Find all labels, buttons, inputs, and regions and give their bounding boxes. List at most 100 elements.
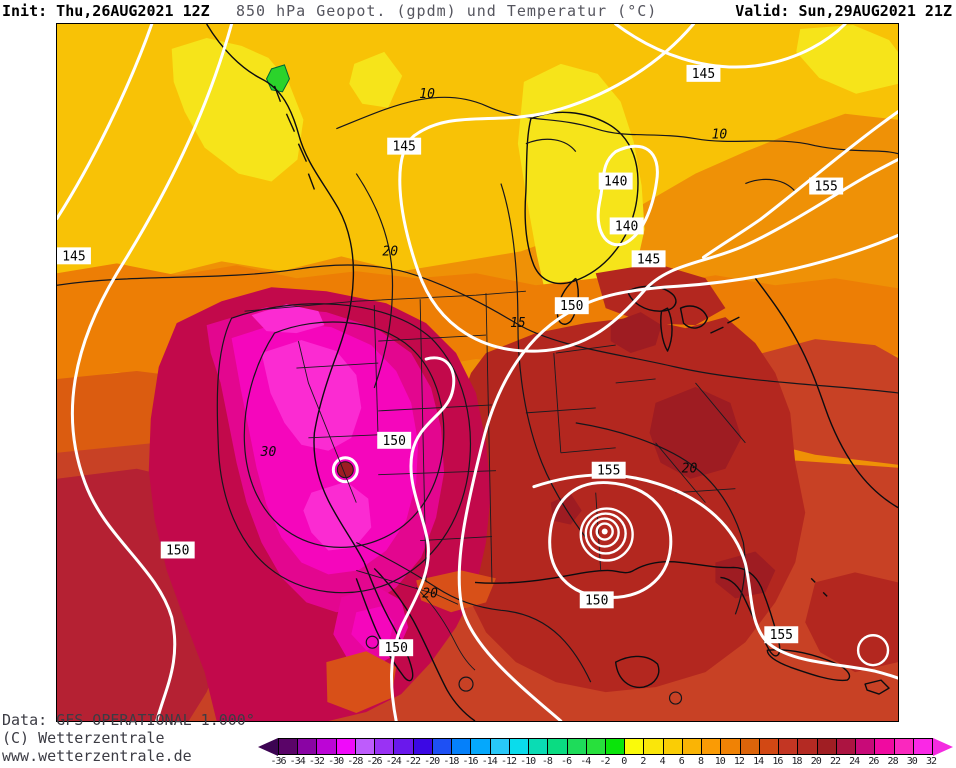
colorbar-cell (663, 739, 683, 754)
colorbar-tick-label: 12 (733, 756, 745, 767)
colorbar-cell (394, 739, 414, 754)
colorbar-tick-label: 30 (906, 756, 918, 767)
temp-label: 15 (510, 316, 526, 331)
fill-orange-red-gulf (416, 570, 496, 613)
map-frame: 145 145 145 140 140 145 155 150 150 155 … (56, 23, 899, 722)
geo-label: 140 (615, 219, 638, 234)
colorbar-tick-label: 8 (698, 756, 704, 767)
colorbar-tick-label: 18 (791, 756, 803, 767)
weather-map: 145 145 145 140 140 145 155 150 150 155 … (57, 24, 898, 721)
geo-label: 155 (597, 464, 620, 479)
colorbar-cell (894, 739, 914, 754)
colorbar-cell (298, 739, 318, 754)
coast-alaska-islands (273, 85, 316, 190)
colorbar-tick-label: 26 (868, 756, 879, 767)
colorbar-tick-label: 4 (659, 756, 666, 767)
data-source-label: Data: GFS OPERATIONAL 1.000° (2, 711, 255, 729)
colorbar-tick-label: -14 (481, 756, 498, 767)
colorbar-tick-label: -8 (541, 756, 553, 767)
colorbar-tick-label: -28 (347, 756, 363, 767)
temperature-contours (57, 96, 898, 705)
colorbar-tick-label: -10 (520, 756, 536, 767)
lake-erie-ontario (710, 316, 740, 334)
colorbar-ticks: -36 -34 -32 -30 -28 -26 -24 -22 -20 -18 -16 -14 -12-… (270, 756, 937, 768)
fill-orange-red-mex (326, 651, 397, 714)
fill-bright-magenta-1 (261, 340, 362, 451)
colorbar-cell (413, 739, 433, 754)
colorbar-cells (278, 738, 933, 755)
geo-label: 145 (692, 67, 715, 82)
geo-label: 145 (637, 252, 660, 267)
colorbar-right-arrow (933, 737, 953, 756)
hispaniola (864, 679, 890, 695)
colorbar-cell (721, 739, 741, 754)
colorbar-cell (759, 739, 780, 754)
temp-label: 20 (682, 462, 698, 477)
colorbar-tick-label: -20 (424, 756, 440, 767)
colorbar-cell (913, 739, 932, 754)
geo-label: 155 (770, 628, 793, 643)
geo-label: 150 (382, 434, 405, 449)
colorbar-cell (336, 739, 356, 754)
colorbar-cell (471, 739, 491, 754)
colorbar-cell (452, 739, 472, 754)
valid-time-label: Valid: Sun,29AUG2021 21Z (735, 2, 952, 20)
colorbar-cell (509, 739, 530, 754)
colorbar-tick-label: 28 (887, 756, 899, 767)
coast-mex-mainland (373, 567, 476, 721)
fill-yellow-center (517, 63, 645, 324)
colorbar-tick-label: 22 (829, 756, 841, 767)
geo-label: 140 (604, 175, 627, 190)
colorbar-tick-label: 16 (772, 756, 783, 767)
fill-dark-red-carib (805, 572, 898, 673)
yucatan (614, 655, 660, 689)
colorbar-cell (355, 739, 376, 754)
geopotential-contours (57, 24, 898, 721)
state-borders (244, 290, 746, 671)
colorbar-tick-label: -12 (500, 756, 517, 767)
colorbar-cell (625, 739, 645, 754)
geo-label: 150 (560, 299, 583, 314)
colorbar-tick-label: -4 (580, 756, 591, 767)
colorbar-cell (567, 739, 587, 754)
colorbar-tick-label: 32 (925, 756, 937, 767)
colorbar-tick-label: -18 (443, 756, 459, 767)
geo-label: 155 (814, 180, 837, 195)
fill-bright-magenta-3 (251, 304, 325, 334)
colorbar-cell (856, 739, 876, 754)
cuba (766, 649, 851, 682)
colorbar: -36 -34 -32 -30 -28 -26 -24 -22 -20 -18 -16 -14 -12-… (258, 737, 953, 768)
geo-label: 150 (384, 641, 407, 656)
colorbar-cell (586, 739, 606, 754)
fill-maroon-lakes (610, 312, 662, 354)
colorbar-cell (682, 739, 703, 754)
coast-pacific (206, 24, 365, 563)
init-time-label: Init: Thu,26AUG2021 12Z (2, 2, 210, 20)
hotspot-ring (331, 456, 359, 484)
colorbar-cell (605, 739, 626, 754)
colorbar-tick-label: -26 (366, 756, 382, 767)
lake-michigan (660, 307, 673, 352)
colorbar-tick-label: -22 (404, 756, 421, 767)
colorbar-cell (490, 739, 510, 754)
colorbar-left-arrow (258, 737, 278, 756)
header: Init: Thu,26AUG2021 12Z 850 hPa Geopot. … (0, 0, 956, 23)
colorbar-cell (740, 739, 760, 754)
hudson-bay (524, 111, 639, 285)
colorbar-cell (432, 739, 453, 754)
colorbar-tick-label: -6 (561, 756, 572, 767)
colorbar-tick-label: 20 (810, 756, 822, 767)
temp-label: 20 (422, 586, 438, 601)
colorbar-tick-label: -30 (328, 756, 344, 767)
temp-label: 20 (382, 244, 398, 259)
geo-label: 150 (585, 593, 608, 608)
colorbar-cell (702, 739, 722, 754)
colorbar-tick-label: -24 (385, 756, 402, 767)
lake-huron (679, 305, 709, 329)
colorbar-tick-label: 24 (849, 756, 860, 767)
colorbar-cell (836, 739, 857, 754)
colorbar-cell (644, 739, 664, 754)
footer: Data: GFS OPERATIONAL 1.000° (C) Wetterz… (2, 711, 255, 765)
lake-superior (626, 285, 677, 312)
